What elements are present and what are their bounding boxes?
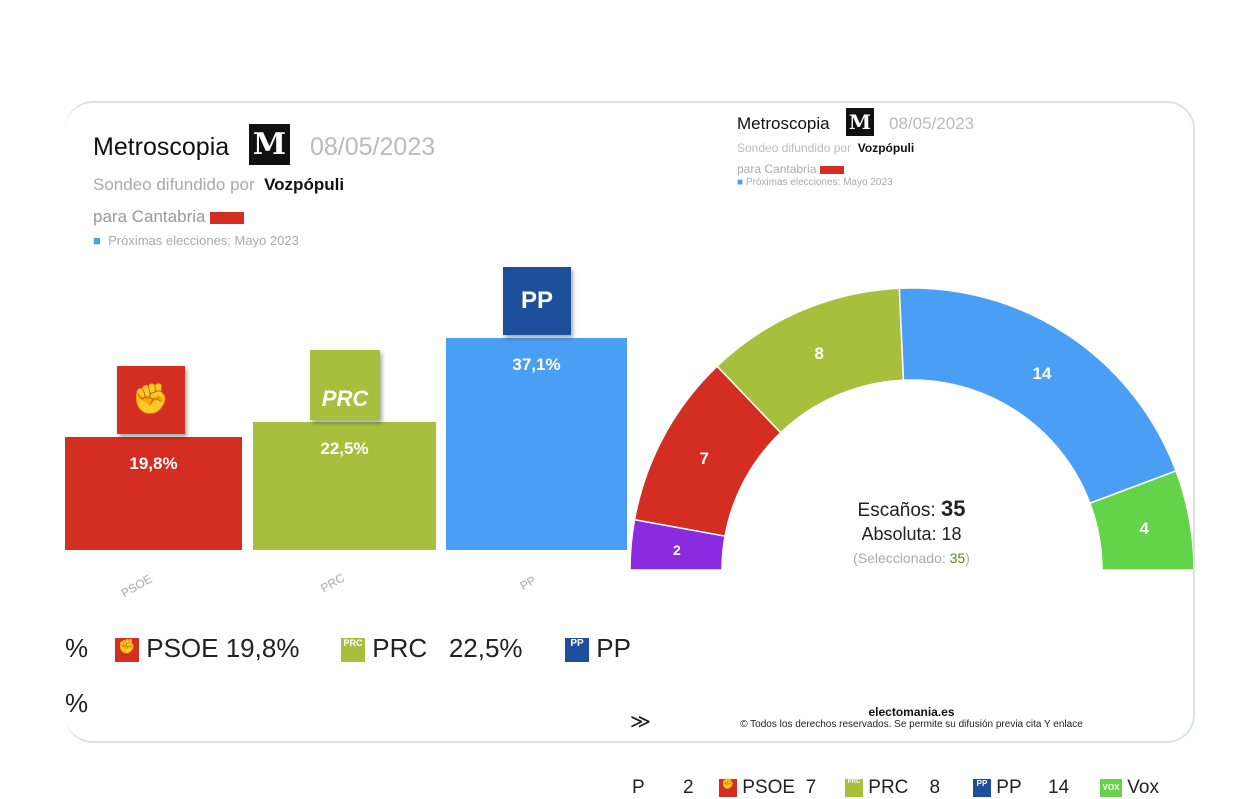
prc-logo-icon: PRC	[310, 350, 380, 420]
legend-party: PSOE	[146, 633, 219, 663]
psoe-icon: ✊	[719, 778, 737, 797]
legend-fragment-2: %	[65, 688, 89, 718]
bar-psoe: 19,8%	[65, 437, 242, 550]
spread-by-label: Sondeo difundido por	[93, 175, 255, 194]
legend-value: 19,8%	[225, 633, 300, 663]
majority: Absoluta: 18	[861, 524, 962, 544]
hemicycle-chart: 2 7 8 14 4	[630, 287, 1193, 571]
footer-copyright: © Todos los derechos reservados. Se perm…	[740, 719, 1083, 730]
seat-label-psoe: 7	[699, 449, 708, 468]
pollster-name: Metroscopia	[93, 133, 230, 161]
pollster-logo-small: M	[846, 108, 874, 136]
seat-legend-seats: 7	[805, 777, 817, 798]
cantabria-flag-icon	[210, 211, 245, 224]
region-small: para Cantabria	[737, 162, 844, 176]
pp-icon: PP	[565, 638, 589, 663]
pp-icon: PP	[973, 778, 991, 797]
prc-icon: PRC	[845, 778, 863, 797]
media-name: Vozpópuli	[264, 175, 345, 194]
bar-prc: 22,5%	[253, 422, 436, 550]
poll-card: Metroscopia M 08/05/2023 Sondeo difundid…	[65, 101, 1195, 798]
seat-label-podemos: 2	[673, 542, 681, 558]
legend-party: PP	[596, 633, 631, 663]
next-election-label: Próximas elecciones: Mayo 2023	[108, 233, 299, 248]
seat-legend-seats: 8	[929, 777, 941, 798]
seat-segment-pp	[898, 287, 1177, 505]
x-tick-psoe: PSOE	[118, 571, 155, 601]
spread-by-label: Sondeo difundido por	[737, 141, 852, 155]
spread-by-small: Sondeo difundido por Vozpópuli	[737, 141, 914, 155]
ballot-box-icon: ■	[93, 233, 101, 248]
seat-label-pp: 14	[1033, 364, 1052, 383]
bar-label-pp: 37,1%	[512, 355, 561, 374]
bar-label-prc: 22,5%	[320, 439, 369, 458]
seat-legend-vox: VOX Vox	[1100, 777, 1159, 799]
selected: (Seleccionado: 35)	[630, 550, 1193, 566]
seat-legend-party: PSOE	[742, 777, 796, 798]
pp-logo-icon: PP	[503, 267, 571, 335]
seat-legend-party: Vox	[1127, 777, 1159, 798]
legend-party: PRC	[372, 633, 428, 663]
seat-segment-vox	[1088, 469, 1193, 571]
selected-close: )	[965, 550, 970, 566]
bar-label-psoe: 19,8%	[129, 454, 178, 473]
poll-date-small: 08/05/2023	[889, 114, 975, 133]
pollster-name-small: Metroscopia	[737, 114, 830, 133]
psoe-logo-icon: ✊	[117, 366, 185, 434]
seat-label-vox: 4	[1139, 519, 1149, 538]
seat-legend-party: PRC	[868, 777, 909, 798]
x-tick-pp: PP	[517, 572, 539, 594]
vox-icon: VOX	[1100, 778, 1122, 797]
next-election: ■ Próximas elecciones: Mayo 2023	[93, 233, 299, 248]
legend-prc: PRC PRC 22,5%	[341, 633, 523, 664]
pollster-logo: M	[249, 124, 290, 165]
legend-psoe: ✊ PSOE 19,8%	[115, 633, 299, 664]
seats-label: Escaños:	[857, 500, 936, 521]
region: para Cantabria	[93, 207, 245, 227]
legend-value: 22,5%	[448, 633, 523, 663]
seat-legend-psoe: ✊ PSOE 7	[719, 777, 816, 799]
x-tick-prc: PRC	[318, 570, 348, 596]
seats-total-value: 35	[940, 496, 966, 521]
cantabria-flag-icon	[819, 165, 844, 174]
seat-legend-party: P	[632, 777, 645, 798]
selected-label: (Seleccionado:	[853, 550, 950, 566]
electomania-logo-icon: ≫	[630, 711, 651, 733]
media-name: Vozpópuli	[857, 141, 915, 155]
seat-legend-party: PP	[996, 777, 1022, 798]
legend-fragment: %	[65, 633, 89, 663]
seat-legend-prc: PRC PRC 8	[845, 777, 940, 799]
next-election-small: ■ Próximas elecciones: Mayo 2023	[737, 177, 893, 188]
seat-legend-seats: 2	[683, 777, 694, 798]
region-label: para Cantabria	[93, 207, 206, 226]
seat-legend-pp: PP PP 14	[973, 777, 1069, 799]
footer-site[interactable]: electomania.es	[868, 705, 955, 719]
selected-value: 35	[949, 550, 966, 566]
hemicycle-panel: Metroscopia M 08/05/2023 Sondeo difundid…	[630, 103, 1193, 798]
next-election-label: Próximas elecciones: Mayo 2023	[745, 177, 893, 188]
ballot-box-icon: ■	[737, 177, 744, 188]
bar-pp: 37,1%	[446, 338, 627, 550]
poll-date: 08/05/2023	[310, 133, 436, 161]
seats-total: Escaños: 35	[630, 496, 1193, 522]
psoe-icon: ✊	[115, 638, 139, 663]
legend-pp: PP PP	[565, 633, 631, 664]
spread-by: Sondeo difundido por Vozpópuli	[93, 175, 344, 195]
seat-label-prc: 8	[815, 344, 824, 363]
seat-legend-seats: 14	[1048, 777, 1070, 798]
region-label: para Cantabria	[737, 162, 817, 176]
prc-icon: PRC	[341, 638, 365, 663]
